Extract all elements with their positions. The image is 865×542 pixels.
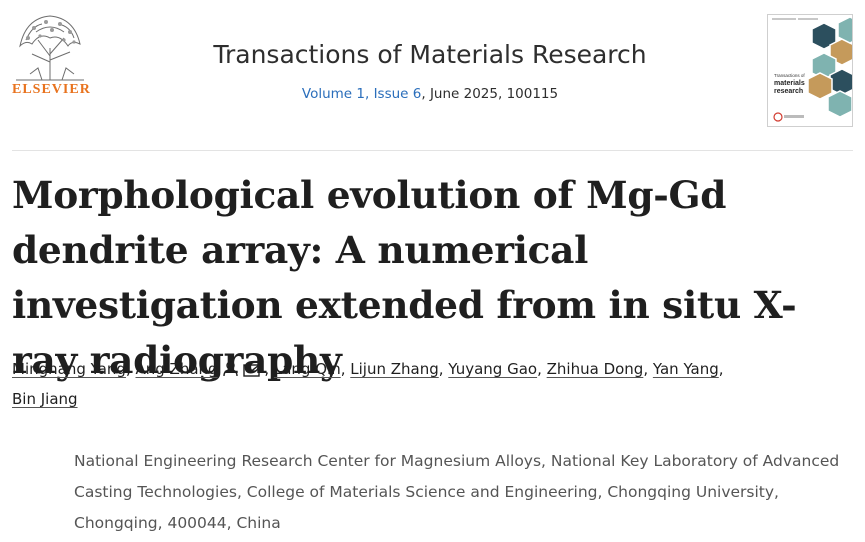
author-link[interactable]: Yan Yang [652, 360, 719, 378]
affiliation: National Engineering Research Center for… [74, 452, 840, 532]
publisher-name: ELSEVIER [12, 82, 91, 97]
author-link[interactable]: Yuyang Gao [448, 360, 538, 378]
author-link[interactable]: Lijun Zhang [350, 360, 439, 378]
svg-text:research: research [774, 88, 803, 95]
author-link[interactable]: Zhihua Dong [546, 360, 644, 378]
cover-image-icon: Transactions of materials research [768, 15, 852, 126]
article-title: Morphological evolution of Mg-Gd dendrit… [12, 173, 797, 382]
author-list: Minghang Yang, Ang Zhang , Lang Qin, Lij… [12, 360, 724, 408]
volume-issue-link[interactable]: Volume 1, Issue 6 [301, 86, 422, 102]
svg-text:materials: materials [774, 80, 805, 87]
author-link[interactable]: Bin Jiang [12, 390, 78, 408]
person-icon[interactable] [222, 361, 238, 377]
email-icon[interactable] [242, 364, 260, 377]
author-link[interactable]: Ang Zhang [135, 360, 218, 378]
header-divider [12, 150, 853, 151]
svg-text:Transactions of: Transactions of [774, 73, 805, 78]
author-link[interactable]: Lang Qin [273, 360, 341, 378]
journal-cover[interactable]: Transactions of materials research [767, 14, 853, 127]
tree-logo-icon [12, 10, 88, 82]
journal-title[interactable]: Transactions of Materials Research [213, 40, 647, 69]
journal-meta: Volume 1, Issue 6, June 2025, 100115 [160, 86, 700, 102]
author-link[interactable]: Minghang Yang [12, 360, 126, 378]
publisher-logo[interactable] [12, 10, 88, 102]
issue-date: , June 2025, 100115 [421, 86, 559, 102]
